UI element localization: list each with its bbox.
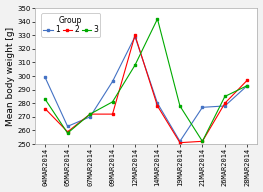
3 xyxy=(223,95,226,98)
1 xyxy=(111,80,114,83)
2 xyxy=(178,142,181,144)
3 xyxy=(246,84,249,87)
2 xyxy=(44,108,47,110)
Legend: 1, 2, 3: 1, 2, 3 xyxy=(41,13,100,37)
2 xyxy=(88,113,92,115)
2 xyxy=(246,79,249,81)
Y-axis label: Mean body weight [g]: Mean body weight [g] xyxy=(6,26,14,126)
3 xyxy=(133,64,136,66)
1 xyxy=(178,140,181,142)
1 xyxy=(44,76,47,79)
3 xyxy=(88,113,92,115)
3 xyxy=(111,101,114,103)
2 xyxy=(66,131,69,133)
3 xyxy=(178,105,181,107)
2 xyxy=(201,140,204,142)
1 xyxy=(246,84,249,87)
3 xyxy=(44,98,47,100)
2 xyxy=(223,102,226,104)
2 xyxy=(111,113,114,115)
Line: 3: 3 xyxy=(44,17,249,143)
1 xyxy=(156,102,159,104)
1 xyxy=(66,125,69,127)
1 xyxy=(88,116,92,118)
Line: 1: 1 xyxy=(44,35,249,143)
1 xyxy=(133,36,136,38)
Line: 2: 2 xyxy=(44,34,249,144)
3 xyxy=(201,140,204,142)
1 xyxy=(201,106,204,108)
2 xyxy=(133,34,136,36)
3 xyxy=(156,18,159,20)
2 xyxy=(156,105,159,107)
1 xyxy=(223,105,226,107)
3 xyxy=(66,132,69,134)
